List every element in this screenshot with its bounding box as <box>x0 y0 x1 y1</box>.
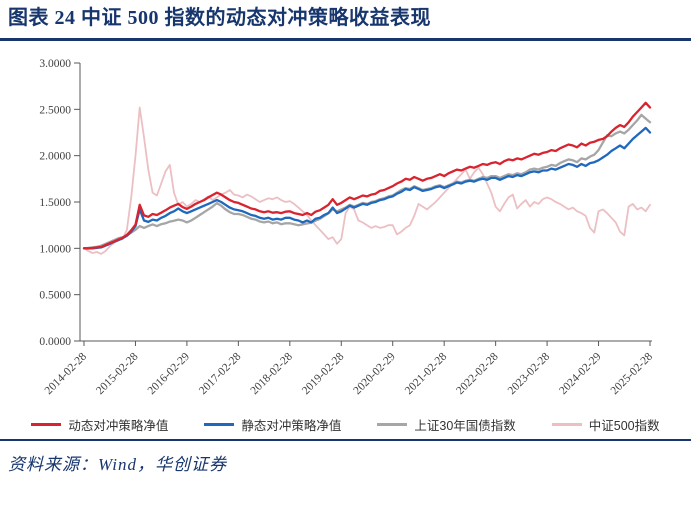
legend-swatch-csi500-index <box>551 422 582 426</box>
series-line-csi500-index <box>83 106 651 255</box>
legend-swatch-bond-index-30y <box>377 422 408 426</box>
x-axis-tick-label: 2023-02-28 <box>506 350 553 397</box>
x-axis-tick-label: 2020-02-29 <box>351 350 398 397</box>
series-line-dynamic-hedge <box>82 101 652 250</box>
footer-divider-rule <box>0 439 691 441</box>
x-axis-tick-label: 2017-02-28 <box>197 350 244 397</box>
figure-title: 图表 24 中证 500 指数的动态对冲策略收益表现 <box>8 7 431 29</box>
x-axis-tick-label: 2019-02-28 <box>300 350 347 397</box>
legend-label-static-hedge: 静态对冲策略净值 <box>241 418 342 433</box>
title-divider-rule <box>0 38 691 41</box>
x-axis-tick-label: 2021-02-28 <box>403 350 450 397</box>
legend-item-bond-index-30y: 上证30年国债指数 <box>377 415 516 434</box>
source-note: 资料来源：Wind，华创证券 <box>8 455 227 474</box>
x-axis-tick-label: 2025-02-28 <box>609 350 656 397</box>
y-axis-tick-label: 0.0000 <box>39 336 71 348</box>
chart-legend: 动态对冲策略净值 静态对冲策略净值 上证30年国债指数 中证500指数 <box>0 415 691 433</box>
legend-item-csi500-index: 中证500指数 <box>551 415 660 434</box>
x-axis-tick-label: 2015-02-28 <box>94 350 141 397</box>
series-line-bond-index-30y <box>82 113 652 250</box>
legend-swatch-static-hedge <box>204 422 235 426</box>
x-axis-tick-label: 2014-02-28 <box>43 350 90 397</box>
legend-swatch-dynamic-hedge <box>31 422 62 426</box>
legend-label-csi500-index: 中证500指数 <box>588 418 660 433</box>
x-axis-tick-label: 2016-02-29 <box>146 350 193 397</box>
y-axis-tick-label: 1.0000 <box>39 243 71 255</box>
x-axis-tick-label: 2018-02-28 <box>249 350 296 397</box>
y-axis-tick-label: 1.5000 <box>39 197 71 209</box>
legend-item-dynamic-hedge: 动态对冲策略净值 <box>31 415 168 434</box>
line-chart: 0.0000 0.5000 1.0000 1.5000 2.0000 2.5000 3.00… <box>39 58 656 397</box>
y-axis-tick-label: 2.5000 <box>39 104 71 116</box>
x-axis-tick-label: 2022-02-28 <box>454 350 501 397</box>
x-axis-tick-label: 2024-02-29 <box>557 350 604 397</box>
y-axis-tick-label: 0.5000 <box>39 290 71 302</box>
y-axis-tick-label: 2.0000 <box>39 151 71 163</box>
legend-label-bond-index-30y: 上证30年国债指数 <box>414 418 516 433</box>
report-figure-page: { "header": { "title": "图表 24 中证 500 指数的… <box>0 6 691 516</box>
y-axis-tick-label: 3.0000 <box>39 58 71 70</box>
legend-label-dynamic-hedge: 动态对冲策略净值 <box>68 418 169 433</box>
legend-item-static-hedge: 静态对冲策略净值 <box>204 415 341 434</box>
series-line-static-hedge <box>82 126 652 250</box>
